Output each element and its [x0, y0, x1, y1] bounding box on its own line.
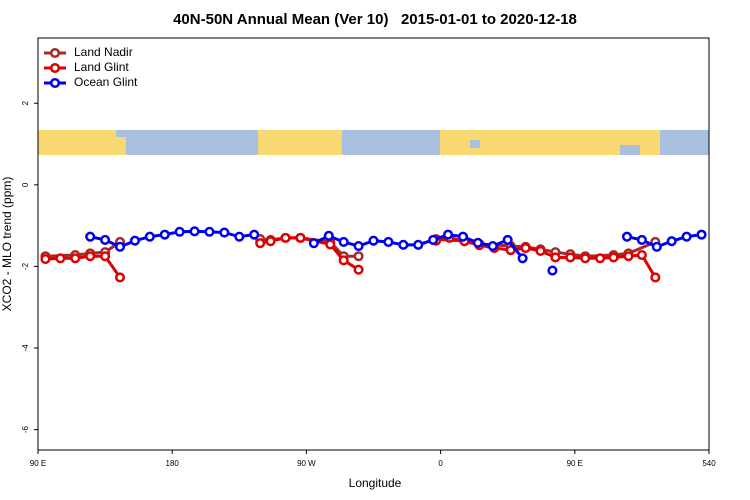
data-point	[174, 226, 185, 237]
data-point	[636, 234, 647, 245]
data-point	[457, 231, 469, 242]
data-point	[368, 235, 379, 246]
data-point	[100, 234, 111, 245]
data-point	[502, 234, 513, 245]
data-point	[353, 251, 364, 262]
data-point	[550, 252, 561, 263]
data-point	[114, 272, 126, 283]
data-point	[338, 236, 349, 248]
land-patch	[440, 130, 580, 155]
data-point	[520, 243, 531, 254]
data-point	[696, 229, 707, 240]
legend-marker	[49, 47, 61, 59]
data-point	[85, 231, 96, 242]
data-point	[295, 232, 306, 243]
x-tick-label: 90 W	[297, 459, 316, 468]
data-point	[85, 251, 96, 262]
data-point	[443, 229, 454, 240]
y-tick-label: -2	[21, 262, 30, 270]
data-point	[428, 234, 439, 245]
data-point	[338, 255, 349, 266]
data-point	[595, 253, 606, 264]
data-point	[323, 230, 334, 241]
data-point	[608, 252, 619, 263]
data-point	[666, 236, 677, 247]
data-point	[413, 239, 424, 250]
data-point	[565, 252, 576, 263]
data-point	[623, 251, 634, 262]
data-point	[280, 232, 291, 243]
x-tick-label: 540	[702, 459, 716, 468]
data-point	[547, 265, 558, 276]
data-point	[398, 239, 409, 250]
data-point	[265, 236, 276, 247]
map-strip	[38, 130, 709, 155]
data-point	[114, 241, 126, 252]
data-point	[636, 249, 647, 261]
data-point	[353, 240, 364, 252]
data-point	[40, 254, 51, 265]
data-point	[650, 272, 661, 283]
land-patch	[258, 130, 342, 155]
data-point	[308, 238, 319, 249]
data-point	[517, 253, 528, 264]
chart-title: 40N-50N Annual Mean (Ver 10) 2015-01-01 …	[173, 11, 577, 28]
data-point	[472, 237, 483, 248]
data-point	[325, 239, 336, 250]
data-point	[383, 236, 394, 248]
y-tick-label: 0	[21, 182, 30, 187]
land-patch	[116, 137, 126, 155]
legend-label: Ocean Glint	[74, 75, 138, 89]
sea-patch	[620, 145, 640, 155]
data-point	[189, 226, 200, 237]
y-axis-title: XCO2 - MLO trend (ppm)	[0, 177, 14, 312]
legend-marker	[49, 77, 61, 89]
data-point	[144, 231, 155, 242]
y-tick-label: -4	[21, 344, 30, 352]
data-point	[70, 253, 81, 264]
data-point	[681, 231, 692, 242]
legend-label: Land Nadir	[74, 45, 133, 59]
y-tick-label: 2	[21, 100, 30, 105]
data-point	[129, 235, 140, 246]
x-tick-label: 90 E	[30, 459, 46, 468]
x-tick-label: 180	[166, 459, 180, 468]
plot-frame	[37, 37, 710, 451]
data-point	[234, 231, 245, 242]
data-point	[219, 227, 230, 238]
x-tick-label: 90 E	[567, 459, 583, 468]
x-axis-title: Longitude	[349, 476, 402, 490]
land-patch	[38, 130, 116, 155]
data-point	[580, 253, 591, 264]
data-point	[621, 231, 633, 242]
data-point	[159, 229, 170, 240]
sea-patch	[470, 140, 480, 148]
data-point	[255, 238, 266, 249]
data-point	[353, 264, 364, 275]
y-tick-label: -6	[21, 426, 30, 434]
data-point	[204, 226, 215, 237]
data-point	[535, 245, 546, 256]
legend-marker	[49, 62, 61, 74]
data-point	[100, 251, 111, 262]
legend-label: Land Glint	[74, 60, 129, 74]
data-point	[249, 229, 260, 240]
data-point	[55, 253, 66, 264]
x-tick-label: 0	[438, 459, 443, 468]
data-point	[487, 240, 498, 252]
data-point	[651, 241, 662, 252]
